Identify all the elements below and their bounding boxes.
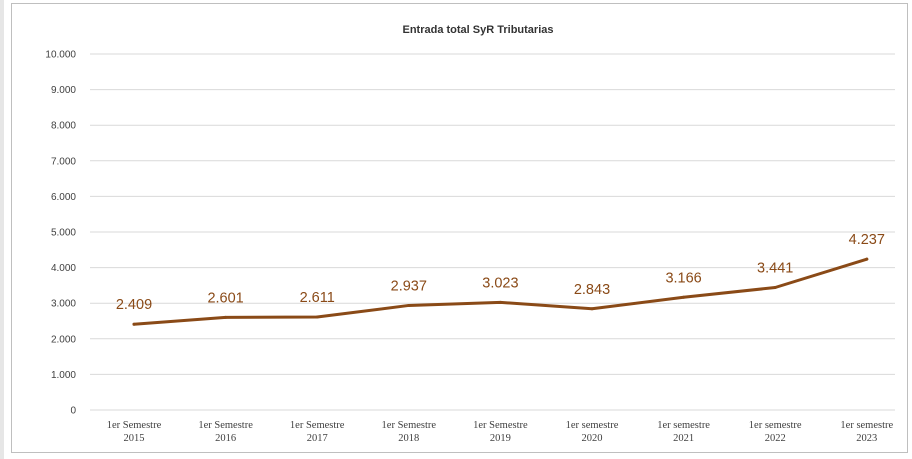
data-label: 2.601 bbox=[207, 290, 243, 306]
x-tick-label: 1er semestre 2021 bbox=[657, 420, 710, 444]
data-label: 2.937 bbox=[391, 278, 427, 294]
x-tick-label: 1er semestre 2023 bbox=[840, 420, 893, 444]
data-point bbox=[315, 315, 319, 319]
data-point bbox=[682, 295, 686, 299]
x-axis: 1er Semestre 2015 1er Semestre 2016 1er Seme… bbox=[107, 420, 894, 444]
data-label: 2.409 bbox=[116, 297, 152, 313]
data-label: 3.441 bbox=[757, 261, 793, 277]
data-point bbox=[132, 322, 136, 326]
y-tick-label: 1.000 bbox=[51, 370, 76, 381]
x-tick-label: 1er semestre 2022 bbox=[749, 420, 802, 444]
data-point bbox=[498, 300, 502, 304]
y-tick-label: 6.000 bbox=[51, 192, 76, 203]
x-tick-label: 1er Semestre 2019 bbox=[473, 420, 528, 444]
x-tick-label: 1er semestre 2020 bbox=[566, 420, 619, 444]
data-label: 2.611 bbox=[300, 290, 335, 306]
x-tick-label: 1er Semestre 2018 bbox=[382, 420, 437, 444]
data-labels: 2.409 2.601 2.611 2.937 3.023 2.843 3.166 3.441… bbox=[116, 232, 885, 313]
series-line-group bbox=[132, 257, 869, 326]
y-tick-label: 4.000 bbox=[51, 263, 76, 274]
chart-title: Entrada total SyR Tributarias bbox=[403, 24, 554, 36]
data-point bbox=[590, 307, 594, 311]
data-point bbox=[407, 303, 411, 307]
chart-frame bbox=[11, 3, 908, 453]
y-tick-label: 0 bbox=[70, 406, 76, 417]
data-point bbox=[224, 315, 228, 319]
data-label: 3.166 bbox=[665, 270, 701, 286]
x-tick-label: 1er Semestre 2015 bbox=[107, 420, 162, 444]
data-label: 3.023 bbox=[482, 275, 518, 291]
y-tick-label: 2.000 bbox=[51, 334, 76, 345]
x-tick-label: 1er Semestre 2017 bbox=[290, 420, 345, 444]
left-edge-strip bbox=[0, 0, 4, 459]
data-point bbox=[865, 257, 869, 261]
y-tick-label: 3.000 bbox=[51, 299, 76, 310]
y-tick-label: 9.000 bbox=[51, 85, 76, 96]
y-tick-label: 8.000 bbox=[51, 121, 76, 132]
y-tick-label: 5.000 bbox=[51, 228, 76, 239]
y-tick-label: 7.000 bbox=[51, 156, 76, 167]
data-label: 4.237 bbox=[849, 232, 885, 248]
y-tick-label: 10.000 bbox=[45, 50, 76, 61]
gridlines bbox=[90, 53, 895, 411]
y-axis: 0 1.000 2.000 3.000 4.000 5.000 6.000 7.000 8.00… bbox=[45, 50, 76, 417]
data-point bbox=[773, 286, 777, 290]
x-tick-label: 1er Semestre 2016 bbox=[198, 420, 253, 444]
data-label: 2.843 bbox=[574, 282, 610, 298]
